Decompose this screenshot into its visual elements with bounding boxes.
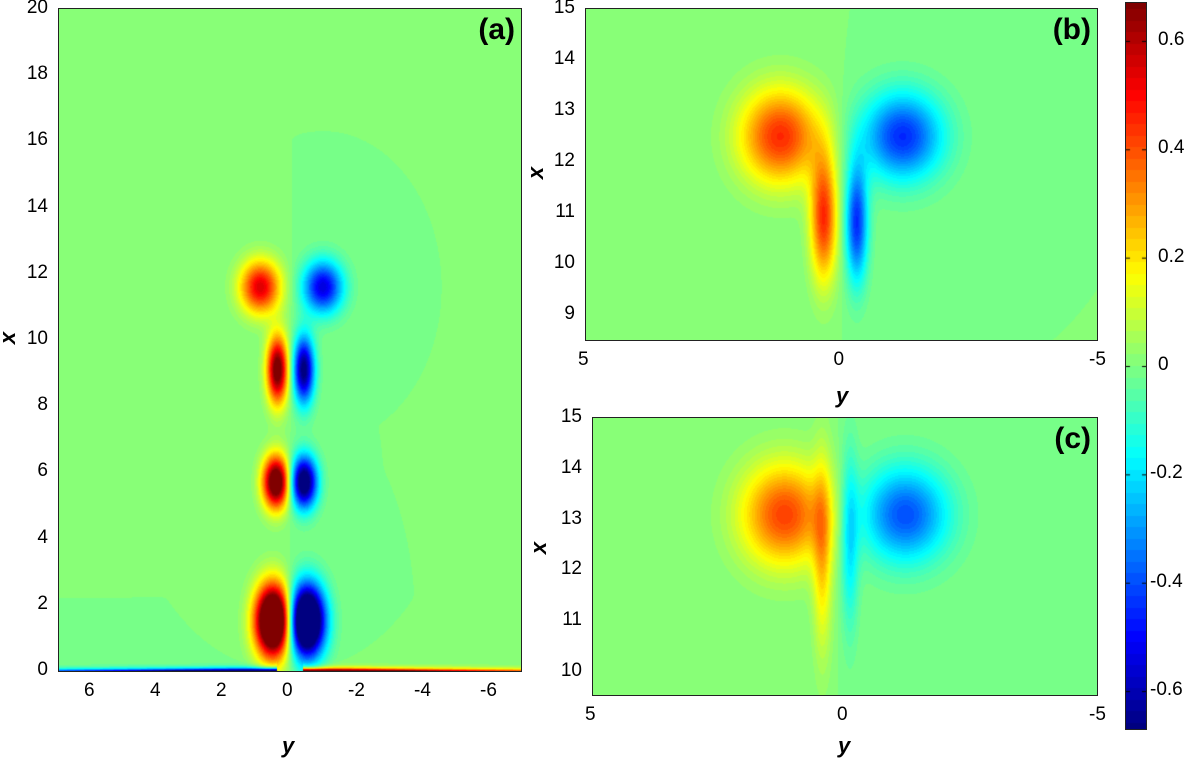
panel-a-vticklabel: 20 xyxy=(26,0,48,18)
panel-a-vticklabel: 2 xyxy=(37,592,48,614)
colorbar-ticklabel: 0.6 xyxy=(1158,28,1185,50)
panel-a-hticklabel: 6 xyxy=(84,680,95,701)
panel-a-vticklabel: 12 xyxy=(26,261,48,283)
panel-a-xlabel: y xyxy=(282,733,295,758)
panel-c-vticklabel: 13 xyxy=(560,507,582,529)
colorbar xyxy=(1125,2,1147,730)
colorbar-ticklabel: -0.6 xyxy=(1150,679,1183,701)
panel-c-hticklabel: 0 xyxy=(837,704,848,725)
panel-c-hticklabel: 5 xyxy=(585,704,596,725)
panel-b-hticklabel: 5 xyxy=(578,349,589,370)
panel-a-heatmap: (a) xyxy=(58,8,522,672)
panel-c-vticklabel: 12 xyxy=(560,558,582,580)
colorbar-gradient xyxy=(1126,3,1146,729)
panel-a-hticklabel: -4 xyxy=(414,680,431,701)
panel-b-hticklabel: 0 xyxy=(833,349,845,370)
panel-a-vticklabel: 10 xyxy=(26,328,48,349)
panel-c-heatmap: (c) xyxy=(592,417,1098,696)
panel-a-vticklabel: 0 xyxy=(37,659,48,680)
panel-a-hticklabel: -6 xyxy=(480,680,497,701)
panel-b-vticklabel: 10 xyxy=(553,251,575,273)
panel-c-vticklabel: 11 xyxy=(562,609,582,631)
panel-c-field xyxy=(593,418,1097,695)
panel-b-vticklabel: 14 xyxy=(553,47,575,69)
panel-a-hticklabel: 2 xyxy=(216,680,227,701)
panel-b-vticklabel: 15 xyxy=(553,0,575,18)
panel-a-vticklabel: 6 xyxy=(37,460,48,482)
panel-b-hticklabel: -5 xyxy=(1089,349,1106,370)
panel-c-ylabel: x xyxy=(526,541,552,555)
panel-a-vticklabel: 14 xyxy=(26,195,48,217)
colorbar-ticklabel: 0.4 xyxy=(1158,137,1185,159)
panel-a-label: (a) xyxy=(478,13,515,46)
panel-b-heatmap: (b) xyxy=(585,8,1098,341)
panel-a-ylabel: x xyxy=(0,332,21,344)
colorbar-ticklabel: -0.4 xyxy=(1150,570,1183,592)
panel-b-vticklabel: 12 xyxy=(553,149,575,171)
panel-b-xlabel: y xyxy=(836,383,849,408)
panel-b-ylabel: x xyxy=(523,166,549,180)
panel-c-vticklabel: 14 xyxy=(560,456,582,478)
panel-a-hticklabel: -2 xyxy=(348,680,365,701)
panel-b-vticklabel: 13 xyxy=(553,98,575,120)
panel-c-xlabel: y xyxy=(838,733,851,758)
panel-c-vticklabel: 15 xyxy=(560,406,582,427)
panel-a-vticklabel: 18 xyxy=(26,63,48,85)
colorbar-ticklabel: -0.2 xyxy=(1150,462,1183,484)
panel-c-hticklabel: -5 xyxy=(1089,704,1106,725)
panel-a-vticklabel: 4 xyxy=(37,526,48,548)
panel-c-vticklabel: 10 xyxy=(560,660,582,682)
panel-c-label: (c) xyxy=(1054,422,1091,455)
panel-a-vticklabel: 16 xyxy=(26,129,48,151)
panel-a-hticklabel: 4 xyxy=(150,680,161,701)
panel-a-hticklabel: 0 xyxy=(282,680,293,701)
panel-b-vticklabel: 9 xyxy=(564,302,575,324)
panel-a-field xyxy=(59,9,521,671)
colorbar-ticklabel: 0 xyxy=(1158,354,1169,375)
panel-b-vticklabel: 11 xyxy=(555,200,575,222)
colorbar-ticklabel: 0.2 xyxy=(1158,245,1185,267)
panel-a-vticklabel: 8 xyxy=(37,394,48,416)
panel-b-label: (b) xyxy=(1052,13,1091,46)
panel-b-field xyxy=(586,9,1097,340)
